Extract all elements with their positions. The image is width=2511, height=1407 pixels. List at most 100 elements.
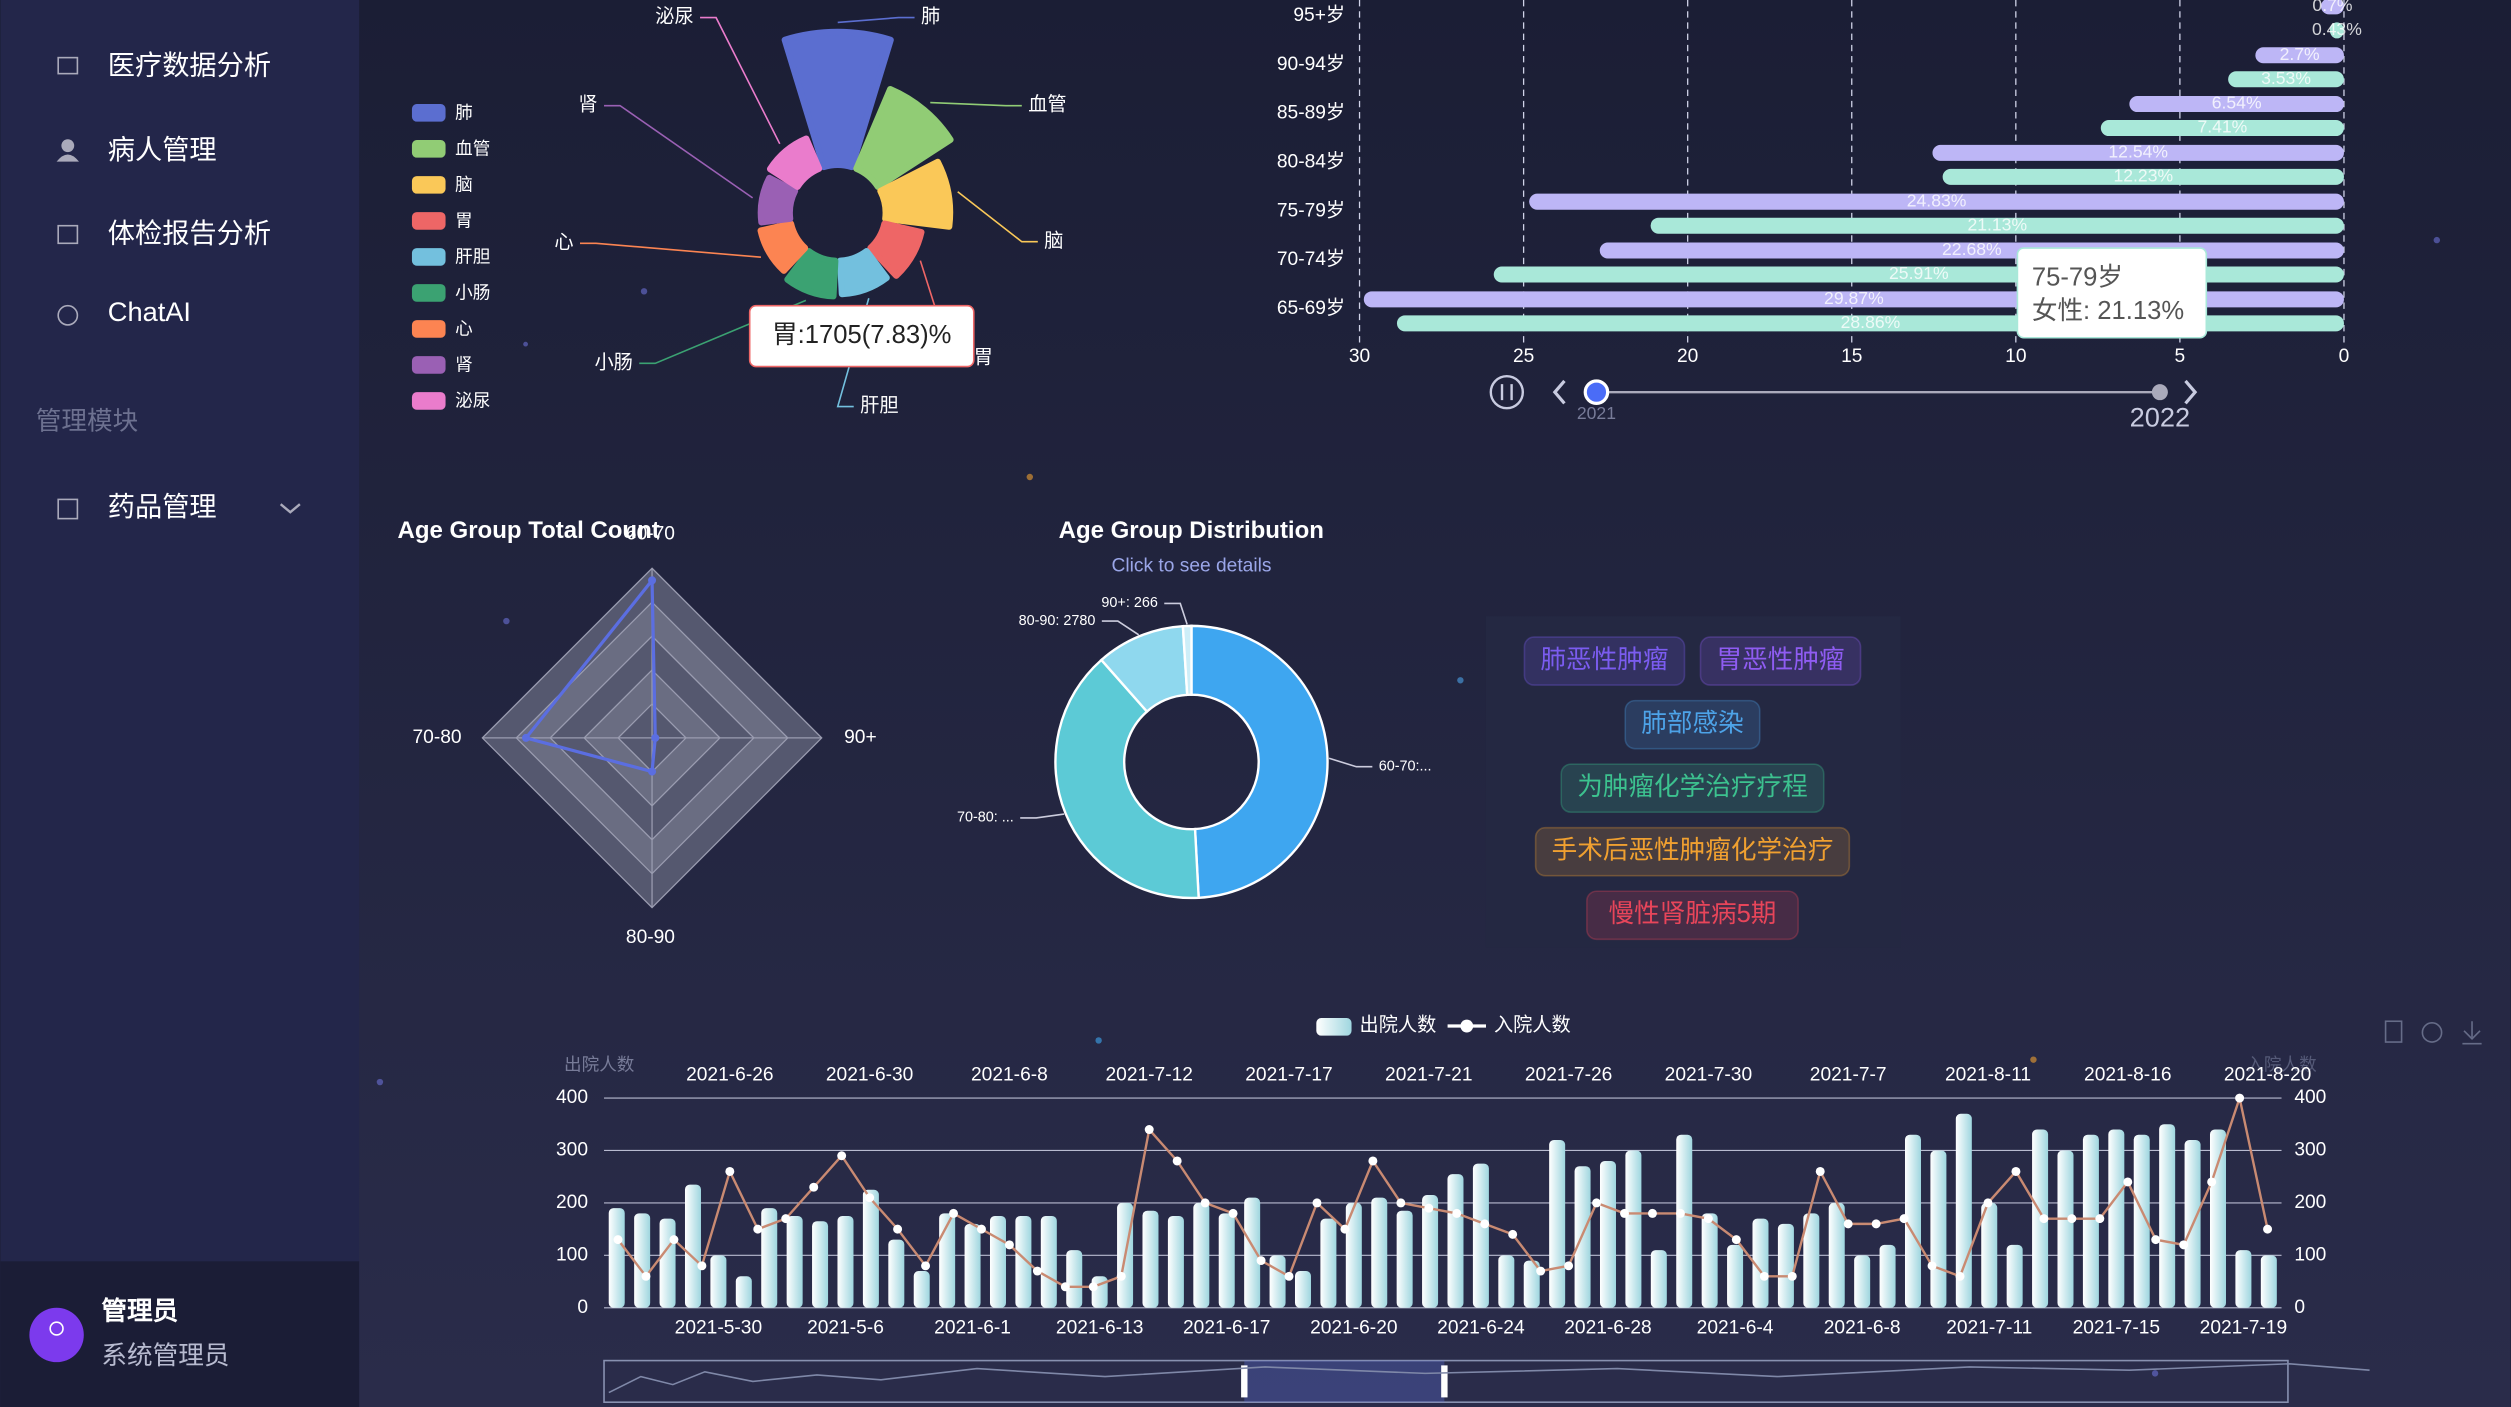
timeline-label[interactable]: 2022 (2130, 402, 2191, 433)
radar-point (521, 733, 531, 742)
legend-label[interactable]: 脑 (455, 174, 473, 194)
next-button[interactable] (2184, 379, 2198, 405)
y-tick-label: 80-84岁 (1277, 151, 1345, 173)
legend-label[interactable]: 出院人数 (1360, 1014, 1437, 1036)
y-tick-label: 400 (556, 1087, 588, 1108)
donut-segment[interactable] (1190, 624, 1329, 900)
line-point (1284, 1271, 1294, 1281)
tag-bg[interactable] (1624, 699, 1761, 750)
value-label: 12.23% (2113, 166, 2173, 186)
line-point (2179, 1240, 2189, 1250)
chart-subtitle: Click to see details (1111, 556, 1271, 577)
menu-label[interactable]: 医疗数据分析 (108, 49, 271, 80)
legend-label[interactable]: 入院人数 (1494, 1014, 1571, 1036)
line-point (1787, 1271, 1797, 1281)
bar (1803, 1213, 1820, 1308)
menu-item[interactable]: 医疗数据分析 (57, 49, 271, 80)
timeline-point[interactable] (1583, 379, 1610, 405)
timeline-controls[interactable] (1489, 374, 2198, 410)
bar (786, 1216, 803, 1308)
legend-label[interactable]: 心 (455, 318, 473, 338)
bar (735, 1276, 752, 1308)
legend-label[interactable]: 血管 (455, 138, 490, 158)
tooltip-text: 女性: 21.13% (2032, 296, 2184, 325)
timeline-label[interactable]: 2021 (1577, 403, 1616, 423)
legend-label[interactable]: 泌尿 (455, 390, 490, 410)
legend-swatch[interactable] (1460, 1019, 1474, 1033)
legend-swatch[interactable] (411, 356, 446, 374)
menu-label[interactable]: 病人管理 (108, 134, 217, 165)
donut-segment[interactable] (1054, 658, 1200, 900)
tag-label[interactable]: 慢性肾脏病5期 (1609, 899, 1777, 928)
y-tick-label: 200 (556, 1192, 588, 1213)
x-top-tick-label: 2021-6-30 (826, 1065, 913, 1086)
data-zoom[interactable] (603, 1359, 2370, 1403)
bar (1879, 1244, 1896, 1308)
toolbox[interactable] (2384, 1020, 2482, 1045)
tag-label[interactable]: 肺恶性肿瘤 (1540, 645, 1668, 674)
tag-bg[interactable] (1534, 826, 1851, 877)
tool-icon[interactable] (2384, 1020, 2403, 1043)
y2-axis-name: 入院人数 (2246, 1055, 2317, 1075)
value-label: 0.7% (2312, 0, 2352, 15)
icon (57, 304, 79, 326)
legend-swatch[interactable] (411, 140, 446, 158)
line-point (893, 1224, 903, 1234)
bar (1625, 1150, 1642, 1308)
line-point (1452, 1208, 1462, 1218)
donut-segment[interactable] (1181, 624, 1193, 697)
tag-bg[interactable] (1586, 890, 1799, 941)
legend-label[interactable]: 小肠 (455, 282, 490, 302)
bar (1218, 1213, 1235, 1308)
zoom-handle[interactable] (1241, 1365, 1248, 1398)
menu-label[interactable]: 药品管理 (108, 491, 217, 522)
line-point (865, 1193, 875, 1203)
tag-label[interactable]: 为肿瘤化学治疗疗程 (1577, 772, 1808, 801)
legend-label[interactable]: 胃 (455, 210, 473, 230)
bar (862, 1189, 879, 1308)
zoom-handle[interactable] (1441, 1365, 1448, 1398)
label-line (1101, 620, 1140, 636)
menu-label[interactable]: ChatAI (108, 296, 191, 327)
tag-bg[interactable] (1699, 636, 1862, 686)
legend-swatch[interactable] (1316, 1018, 1352, 1036)
tag-label[interactable]: 肺部感染 (1641, 708, 1743, 737)
menu-item[interactable]: 病人管理 (56, 134, 217, 165)
bar (2255, 47, 2344, 64)
legend-swatch[interactable] (411, 176, 446, 194)
menu-label[interactable]: 体检报告分析 (108, 217, 271, 248)
legend-label[interactable]: 肝胆 (455, 246, 490, 266)
line-point (1927, 1261, 1937, 1271)
tool-icon[interactable] (2421, 1022, 2443, 1043)
line-point (1564, 1261, 1574, 1271)
legend-swatch[interactable] (411, 212, 446, 230)
bar (1777, 1223, 1794, 1308)
menu-item[interactable]: 药品管理 (57, 491, 301, 522)
legend-swatch[interactable] (411, 104, 446, 122)
tool-icon[interactable] (2462, 1021, 2482, 1045)
legend-label[interactable]: 肾 (455, 354, 473, 374)
tag-bg[interactable] (1523, 636, 1686, 686)
legend-swatch[interactable] (411, 284, 446, 302)
prev-button[interactable] (1552, 379, 1566, 405)
rose-segment (784, 248, 839, 300)
tag-bg[interactable] (1560, 763, 1825, 813)
line-point (2095, 1214, 2105, 1224)
segment-label: 胃 (974, 348, 993, 369)
bar (1523, 1260, 1540, 1308)
legend-label[interactable]: 肺 (455, 102, 473, 122)
line-point (669, 1235, 679, 1245)
tag-label[interactable]: 胃恶性肿瘤 (1716, 645, 1844, 674)
menu-item[interactable]: ChatAI (57, 296, 191, 327)
timeline-point[interactable] (2151, 384, 2168, 401)
legend-swatch[interactable] (411, 392, 446, 410)
segment-label: 80-90: 2780 (1019, 613, 1096, 629)
legend-swatch[interactable] (411, 248, 446, 266)
chevron (279, 503, 301, 514)
legend-swatch[interactable] (411, 320, 446, 338)
play-button[interactable] (1489, 374, 1525, 410)
bar (1676, 1134, 1693, 1308)
menu-item[interactable]: 体检报告分析 (57, 217, 271, 248)
value-label: 22.68% (1942, 239, 2002, 259)
tag-label[interactable]: 手术后恶性肿瘤化学治疗 (1552, 835, 1834, 864)
